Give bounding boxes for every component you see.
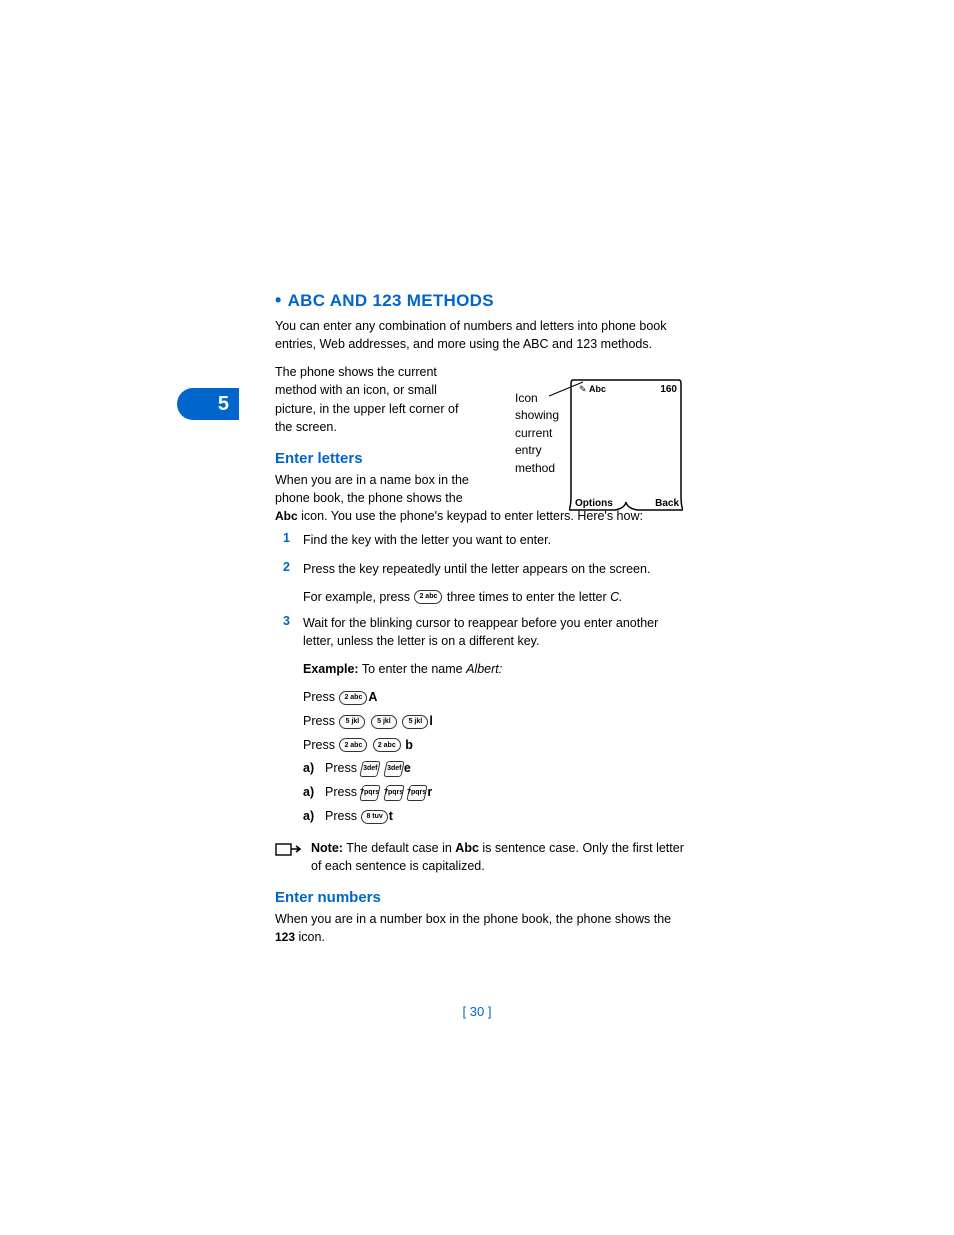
enter-numbers-title: Enter numbers bbox=[275, 889, 685, 906]
sub-a-label: a) bbox=[303, 757, 325, 781]
note-abc: Abc bbox=[455, 841, 479, 855]
press-label: Press bbox=[303, 714, 338, 728]
diagram-label: Icon showing current entry method bbox=[515, 390, 569, 477]
step-text: Press the key repeatedly until the lette… bbox=[303, 560, 685, 578]
note-text: Note: The default case in Abc is sentenc… bbox=[311, 839, 685, 875]
press-label: Press bbox=[325, 809, 360, 823]
press-label: Press bbox=[325, 785, 360, 799]
step-number: 1 bbox=[283, 531, 303, 549]
step-number: 3 bbox=[283, 614, 303, 650]
press-line-a: Press 2 abcA bbox=[303, 686, 685, 710]
result-letter: t bbox=[389, 809, 393, 823]
sub-a-label: a) bbox=[303, 781, 325, 805]
key-3-icon: 3def bbox=[383, 761, 404, 777]
label-line: Icon bbox=[515, 391, 538, 405]
char-count: 160 bbox=[660, 384, 677, 395]
key-3-icon: 3def bbox=[360, 761, 381, 777]
enter-numbers-para: When you are in a number box in the phon… bbox=[275, 910, 685, 947]
key-5-icon: 5 jkl bbox=[402, 715, 428, 729]
key-8-icon: 8 tuv bbox=[361, 810, 387, 824]
method-paragraph: The phone shows the current method with … bbox=[275, 363, 475, 436]
label-line: showing bbox=[515, 408, 559, 422]
key-2-icon: 2 abc bbox=[373, 738, 401, 752]
step-3: 3 Wait for the blinking cursor to reappe… bbox=[283, 614, 685, 650]
example-text: To enter the name bbox=[359, 662, 466, 676]
result-letter: l bbox=[429, 714, 432, 728]
press-line-e: a)Press 3def 3defe bbox=[303, 757, 685, 781]
result-letter: A bbox=[368, 690, 377, 704]
section-title-text: ABC AND 123 METHODS bbox=[288, 291, 494, 310]
press-label: Press bbox=[325, 761, 360, 775]
phone-screen-icon: ✎ Abc 160 Options Back bbox=[569, 378, 683, 512]
letter-c: C. bbox=[610, 590, 623, 604]
note-a: The default case in bbox=[343, 841, 455, 855]
key-2-icon: 2 abc bbox=[339, 738, 367, 752]
text: When you are in a number box in the phon… bbox=[275, 912, 671, 926]
text: three times to enter the letter bbox=[443, 590, 610, 604]
label-line: current bbox=[515, 426, 552, 440]
result-letter: r bbox=[427, 785, 432, 799]
press-line-t: a)Press 8 tuvt bbox=[303, 805, 685, 829]
key-2-icon: 2 abc bbox=[414, 590, 442, 604]
page-number: [ 30 ] bbox=[0, 1004, 954, 1019]
example-intro: Example: To enter the name Albert: bbox=[303, 660, 685, 678]
pointer-line-icon bbox=[545, 378, 585, 398]
note-icon bbox=[275, 839, 311, 875]
intro-paragraph: You can enter any combination of numbers… bbox=[275, 317, 685, 353]
key-7-icon: 7pqrs bbox=[407, 785, 428, 801]
result-letter: e bbox=[404, 761, 411, 775]
back-softkey: Back bbox=[655, 498, 679, 509]
step-2-example: For example, press 2 abc three times to … bbox=[303, 588, 685, 606]
key-7-icon: 7pqrs bbox=[360, 785, 381, 801]
options-softkey: Options bbox=[575, 498, 613, 509]
key-2-icon: 2 abc bbox=[339, 691, 367, 705]
section-title: • ABC AND 123 METHODS bbox=[275, 290, 685, 311]
key-5-icon: 5 jkl bbox=[339, 715, 365, 729]
press-line-b: Press 2 abc 2 abc b bbox=[303, 734, 685, 758]
step-text: Wait for the blinking cursor to reappear… bbox=[303, 614, 685, 650]
chapter-number: 5 bbox=[218, 393, 229, 416]
example-label: Example: bbox=[303, 662, 359, 676]
press-line-l: Press 5 jkl 5 jkl 5 jkll bbox=[303, 710, 685, 734]
sub-a-label: a) bbox=[303, 805, 325, 829]
press-line-r: a)Press 7pqrs 7pqrs 7pqrsr bbox=[303, 781, 685, 805]
enter-letters-para1: When you are in a name box in the phone … bbox=[275, 471, 475, 507]
press-label: Press bbox=[303, 738, 338, 752]
abc-indicator: Abc bbox=[589, 384, 606, 394]
bullet-icon: • bbox=[275, 290, 282, 310]
phone-diagram: Icon showing current entry method ✎ Abc … bbox=[515, 378, 685, 518]
example-name: Albert: bbox=[466, 662, 502, 676]
key-7-icon: 7pqrs bbox=[383, 785, 404, 801]
note-block: Note: The default case in Abc is sentenc… bbox=[275, 839, 685, 875]
step-number: 2 bbox=[283, 560, 303, 578]
text: For example, press bbox=[303, 590, 413, 604]
abc-icon: Abc bbox=[275, 508, 298, 525]
label-line: method bbox=[515, 461, 555, 475]
step-text: Find the key with the letter you want to… bbox=[303, 531, 685, 549]
press-label: Press bbox=[303, 690, 338, 704]
chapter-tab: 5 bbox=[177, 388, 239, 420]
step-2: 2 Press the key repeatedly until the let… bbox=[283, 560, 685, 578]
result-letter: b bbox=[405, 738, 413, 752]
step-1: 1 Find the key with the letter you want … bbox=[283, 531, 685, 549]
key-5-icon: 5 jkl bbox=[371, 715, 397, 729]
text: icon. bbox=[295, 930, 325, 944]
123-icon: 123 bbox=[275, 929, 295, 946]
label-line: entry bbox=[515, 443, 542, 457]
note-label: Note: bbox=[311, 841, 343, 855]
